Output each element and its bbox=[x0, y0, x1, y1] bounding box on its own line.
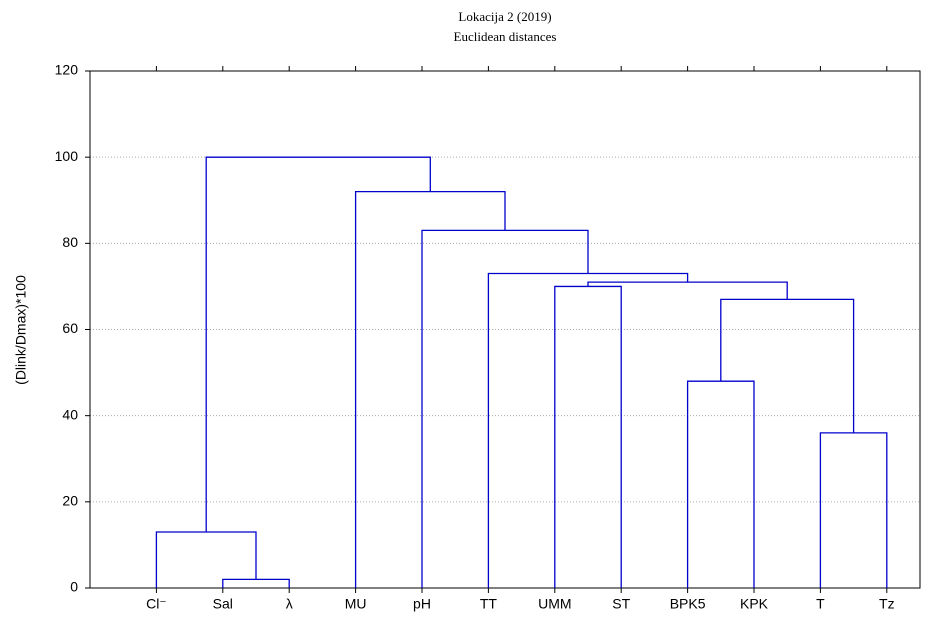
x-tick-label: KPK bbox=[740, 596, 769, 612]
plot-frame bbox=[89, 70, 921, 589]
x-tick-label: T bbox=[816, 596, 825, 612]
x-tick-label: Cl⁻ bbox=[146, 596, 167, 612]
chart-subtitle: Euclidean distances bbox=[454, 29, 557, 44]
chart-title: Lokacija 2 (2019) bbox=[458, 9, 551, 24]
y-axis-label: (Dlink/Dmax)*100 bbox=[13, 275, 29, 385]
y-tick-label: 0 bbox=[70, 579, 78, 595]
dendrogram-link bbox=[720, 298, 855, 433]
dendrogram-link bbox=[354, 190, 506, 588]
y-tick-label: 60 bbox=[62, 320, 78, 336]
x-tick-label: Tz bbox=[879, 596, 895, 612]
y-tick-label: 20 bbox=[62, 493, 78, 509]
x-tick-label: TT bbox=[480, 596, 498, 612]
dendrogram-link bbox=[487, 272, 689, 588]
x-tick-label: BPK5 bbox=[670, 596, 706, 612]
dendrogram-link bbox=[554, 285, 622, 588]
dendrogram-link bbox=[421, 229, 589, 588]
dendrogram-link bbox=[205, 156, 431, 532]
dendrogram-link bbox=[686, 380, 755, 588]
y-tick-label: 80 bbox=[62, 234, 78, 250]
y-tick-label: 40 bbox=[62, 406, 78, 422]
dendrogram-link bbox=[587, 281, 788, 300]
dendrogram-link bbox=[222, 578, 290, 588]
dendrogram-link bbox=[819, 432, 888, 588]
y-tick-label: 100 bbox=[55, 148, 79, 164]
x-tick-label: ST bbox=[612, 596, 630, 612]
x-tick-label: λ bbox=[286, 596, 293, 612]
dendrogram-link bbox=[155, 531, 257, 588]
x-tick-label: pH bbox=[413, 596, 431, 612]
x-tick-label: Sal bbox=[213, 596, 233, 612]
x-tick-label: UMM bbox=[538, 596, 571, 612]
x-tick-label: MU bbox=[345, 596, 367, 612]
y-tick-label: 120 bbox=[55, 62, 79, 78]
